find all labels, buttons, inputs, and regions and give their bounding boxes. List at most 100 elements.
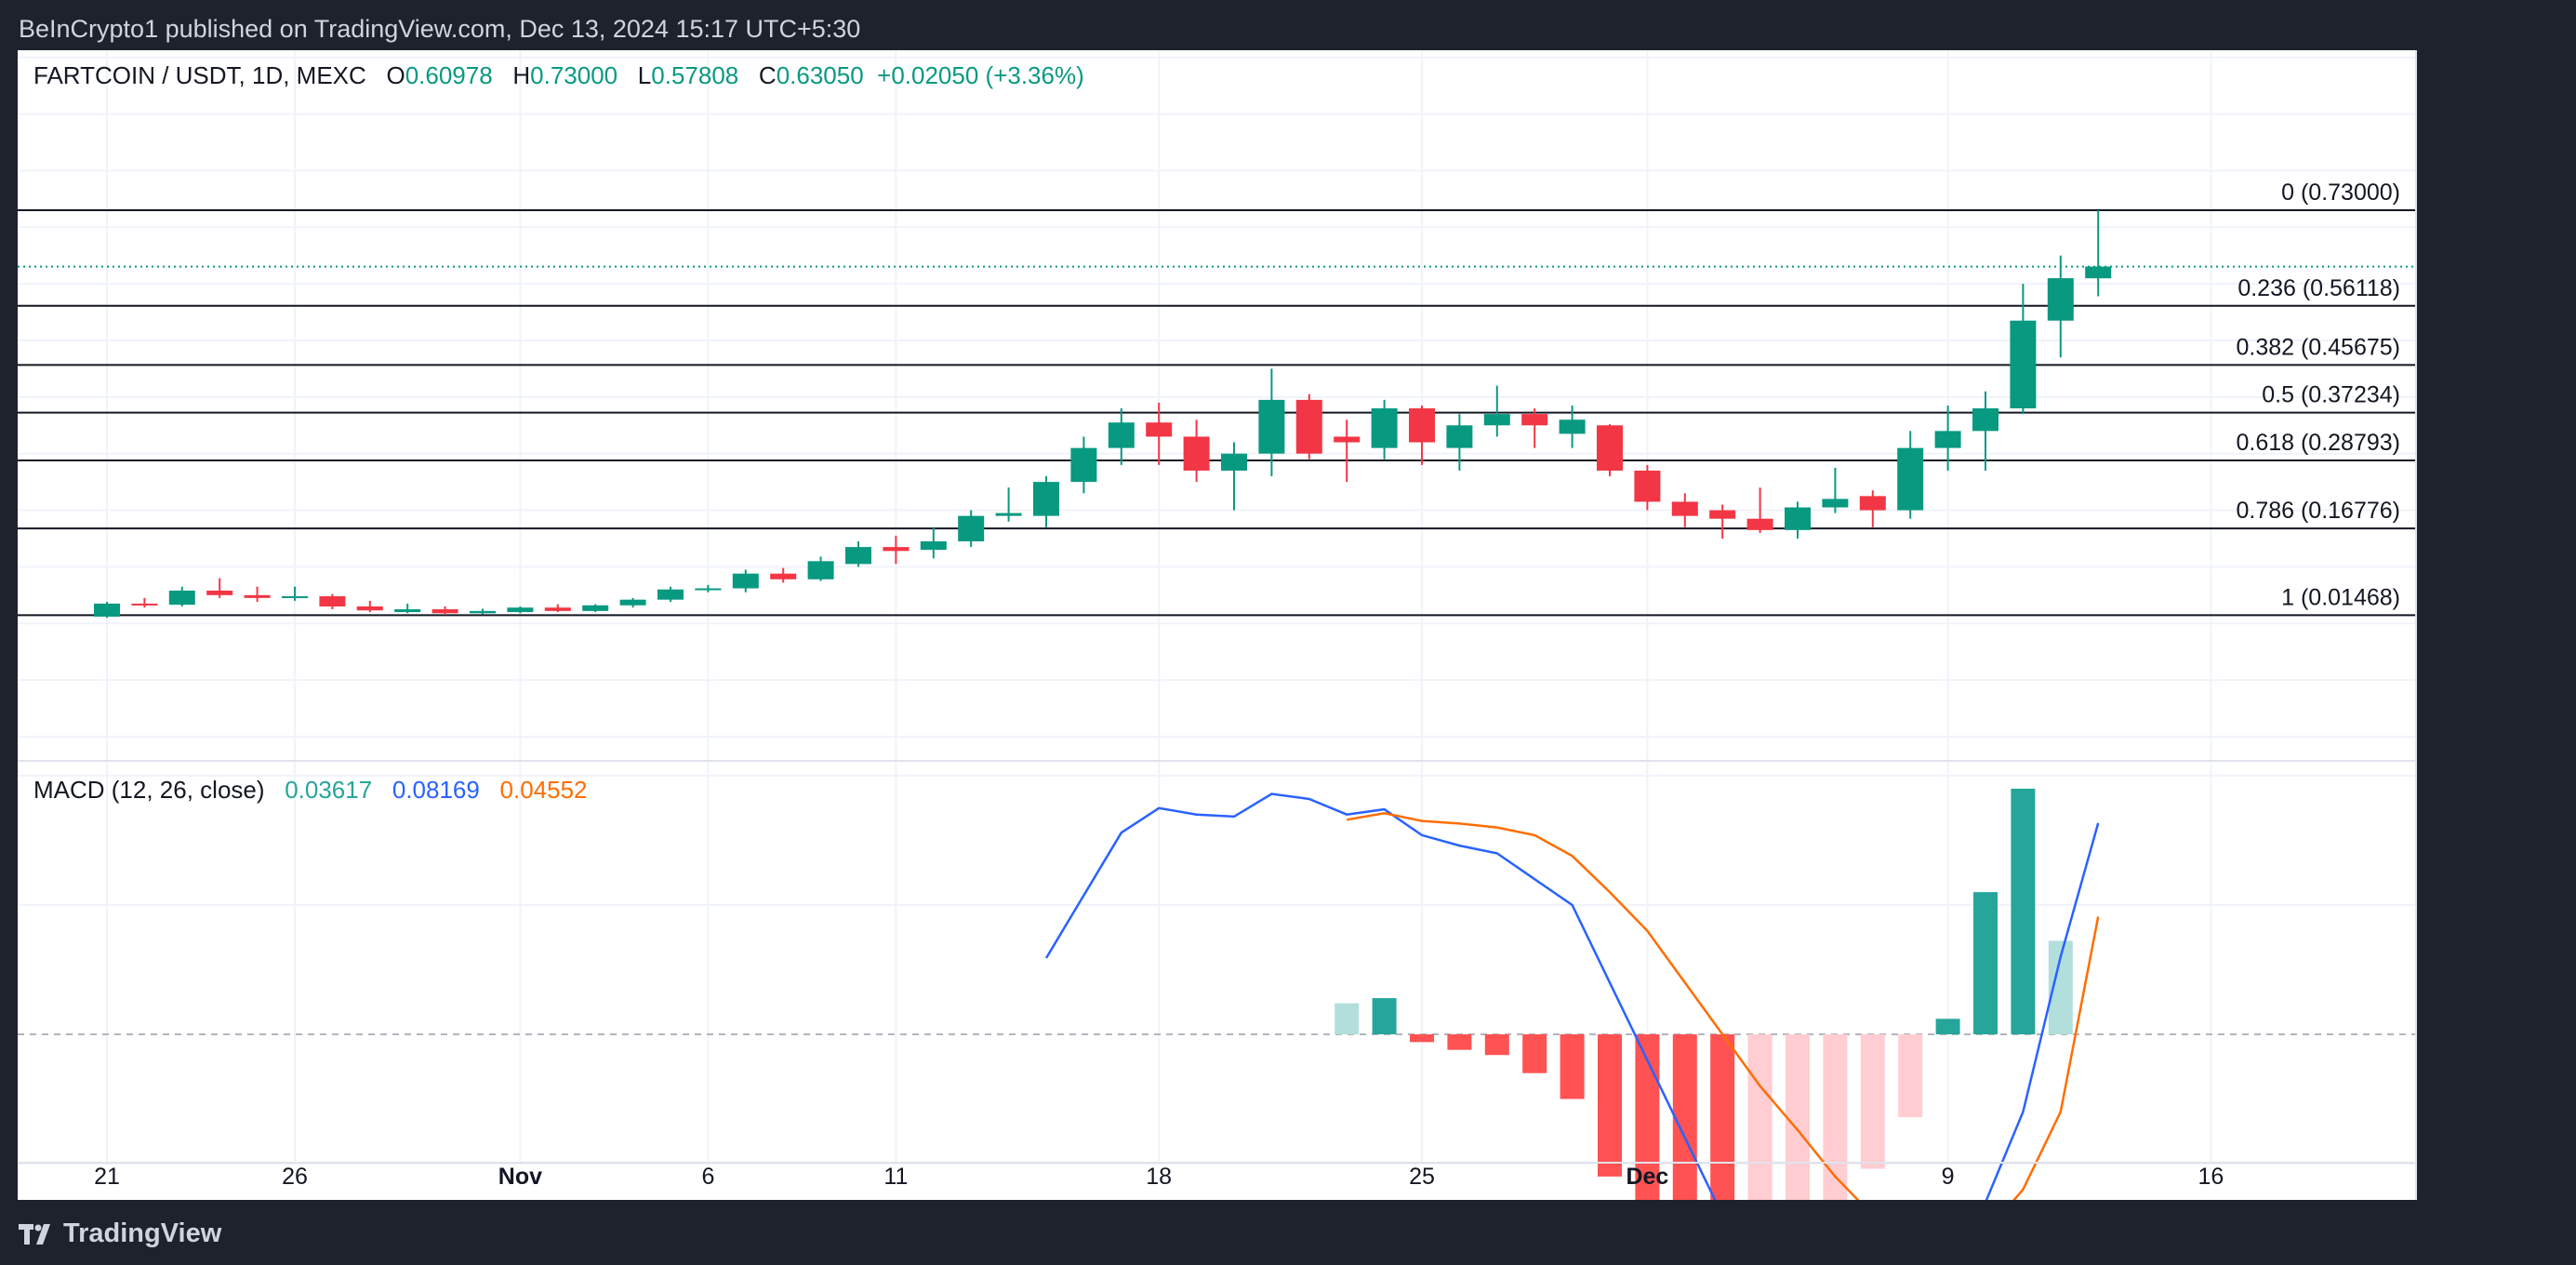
macd-hist-value: 0.03617 xyxy=(285,776,373,804)
candle[interactable] xyxy=(1371,399,1398,459)
candle[interactable] xyxy=(1221,442,1247,511)
candle[interactable] xyxy=(1033,476,1059,527)
candle[interactable] xyxy=(1972,391,1998,471)
candle[interactable] xyxy=(807,556,834,581)
candle[interactable] xyxy=(1409,405,1435,465)
candle-body xyxy=(920,541,947,551)
signal-line[interactable] xyxy=(1346,812,2100,1200)
candle-body xyxy=(1559,419,1586,434)
macd-hist-bar xyxy=(1935,1019,1960,1034)
candle[interactable] xyxy=(394,603,421,614)
candle[interactable] xyxy=(1822,467,1849,513)
candle[interactable] xyxy=(2010,284,2037,415)
fib-label: 0.786 (0.16776) xyxy=(2236,498,2400,524)
ohlc-legend: FARTCOIN / USDT, 1D, MEXC O0.60978 H0.73… xyxy=(33,61,1084,90)
candle[interactable] xyxy=(1671,493,1698,527)
macd-line[interactable] xyxy=(1044,792,2100,1201)
candle[interactable] xyxy=(319,593,346,610)
candle[interactable] xyxy=(1897,431,1924,519)
candle[interactable] xyxy=(1258,368,1285,477)
candle[interactable] xyxy=(168,586,195,606)
macd-pane[interactable] xyxy=(18,788,2416,1201)
macd-hist-bar xyxy=(1522,1034,1547,1073)
candle[interactable] xyxy=(1334,419,1361,483)
candle[interactable] xyxy=(282,586,308,601)
candle[interactable] xyxy=(1521,408,1548,448)
candle[interactable] xyxy=(206,578,233,598)
candle[interactable] xyxy=(1934,405,1961,471)
time-tick-label: 26 xyxy=(282,1164,308,1190)
candle[interactable] xyxy=(1183,419,1210,483)
high-label: H xyxy=(512,61,531,89)
fib-label: 0.382 (0.45675) xyxy=(2236,334,2400,360)
candle-body xyxy=(1258,399,1285,454)
candle[interactable] xyxy=(1597,424,1623,477)
candle-body xyxy=(2085,266,2112,279)
fib-label: 0.236 (0.56118) xyxy=(2237,275,2400,301)
candle[interactable] xyxy=(2085,210,2112,297)
candle[interactable] xyxy=(1559,405,1586,448)
symbol-label[interactable]: FARTCOIN / USDT, 1D, MEXC xyxy=(33,61,366,89)
time-tick-label: 21 xyxy=(94,1164,120,1190)
candle[interactable] xyxy=(94,602,120,619)
candle[interactable] xyxy=(958,510,985,548)
candle[interactable] xyxy=(356,600,383,613)
candle[interactable] xyxy=(1859,490,1886,527)
candle-body xyxy=(2047,278,2074,321)
candle[interactable] xyxy=(1634,464,1661,511)
candle[interactable] xyxy=(244,586,271,603)
candle[interactable] xyxy=(1446,414,1473,471)
candle[interactable] xyxy=(507,606,534,614)
candles[interactable] xyxy=(94,210,2112,619)
candle[interactable] xyxy=(920,526,947,559)
macd-title[interactable]: MACD (12, 26, close) xyxy=(33,776,265,804)
candle[interactable] xyxy=(432,606,458,616)
time-tick-label: Nov xyxy=(498,1164,542,1190)
candle[interactable] xyxy=(131,597,158,608)
candle-body xyxy=(695,588,722,591)
candle[interactable] xyxy=(995,487,1022,522)
candle[interactable] xyxy=(1295,393,1322,459)
candle[interactable] xyxy=(470,608,496,615)
candle-body xyxy=(845,547,871,565)
candle[interactable] xyxy=(770,567,797,583)
candle[interactable] xyxy=(657,586,684,603)
candle[interactable] xyxy=(732,569,759,593)
candle[interactable] xyxy=(695,584,722,593)
candle-body xyxy=(1183,436,1210,471)
candle[interactable] xyxy=(1146,402,1173,465)
change-value: +0.02050 (+3.36%) xyxy=(877,61,1084,89)
candle[interactable] xyxy=(845,541,871,567)
chart-panel[interactable]: 0 (0.73000) 0.236 (0.56118) 0.382 (0.45675… xyxy=(18,50,2417,1200)
candle[interactable] xyxy=(883,535,910,565)
candle-body xyxy=(1070,447,1097,483)
candle[interactable] xyxy=(1108,408,1135,465)
publisher-line: BeInCrypto1 published on TradingView.com… xyxy=(19,15,861,43)
candle[interactable] xyxy=(619,597,646,608)
macd-hist-bar xyxy=(1372,998,1397,1034)
candle-body xyxy=(958,515,985,542)
candle-body xyxy=(1859,496,1886,511)
candle[interactable] xyxy=(544,604,571,613)
candle[interactable] xyxy=(1746,487,1773,533)
candle[interactable] xyxy=(2047,255,2074,358)
candle[interactable] xyxy=(582,604,609,613)
candle-body xyxy=(1483,414,1510,426)
candle[interactable] xyxy=(1070,436,1097,494)
fib-label: 1 (0.01468) xyxy=(2281,584,2400,610)
candle-body xyxy=(168,590,195,606)
tradingview-logo-text: TradingView xyxy=(63,1218,222,1248)
candle[interactable] xyxy=(1709,504,1736,539)
candle[interactable] xyxy=(1785,501,1811,539)
candle-body xyxy=(470,610,496,614)
macd-hist-bar xyxy=(1484,1034,1509,1056)
candle[interactable] xyxy=(1483,385,1510,437)
open-label: O xyxy=(386,61,405,89)
macd-hist-bar xyxy=(1898,1034,1923,1117)
candle-body xyxy=(1146,422,1173,437)
fib-label: 0 (0.73000) xyxy=(2281,180,2400,206)
macd-legend: MACD (12, 26, close) 0.03617 0.08169 0.0… xyxy=(33,776,588,805)
tradingview-logo[interactable]: TradingView xyxy=(19,1218,221,1249)
candle-body xyxy=(507,607,534,613)
low-value: 0.57808 xyxy=(651,61,739,89)
